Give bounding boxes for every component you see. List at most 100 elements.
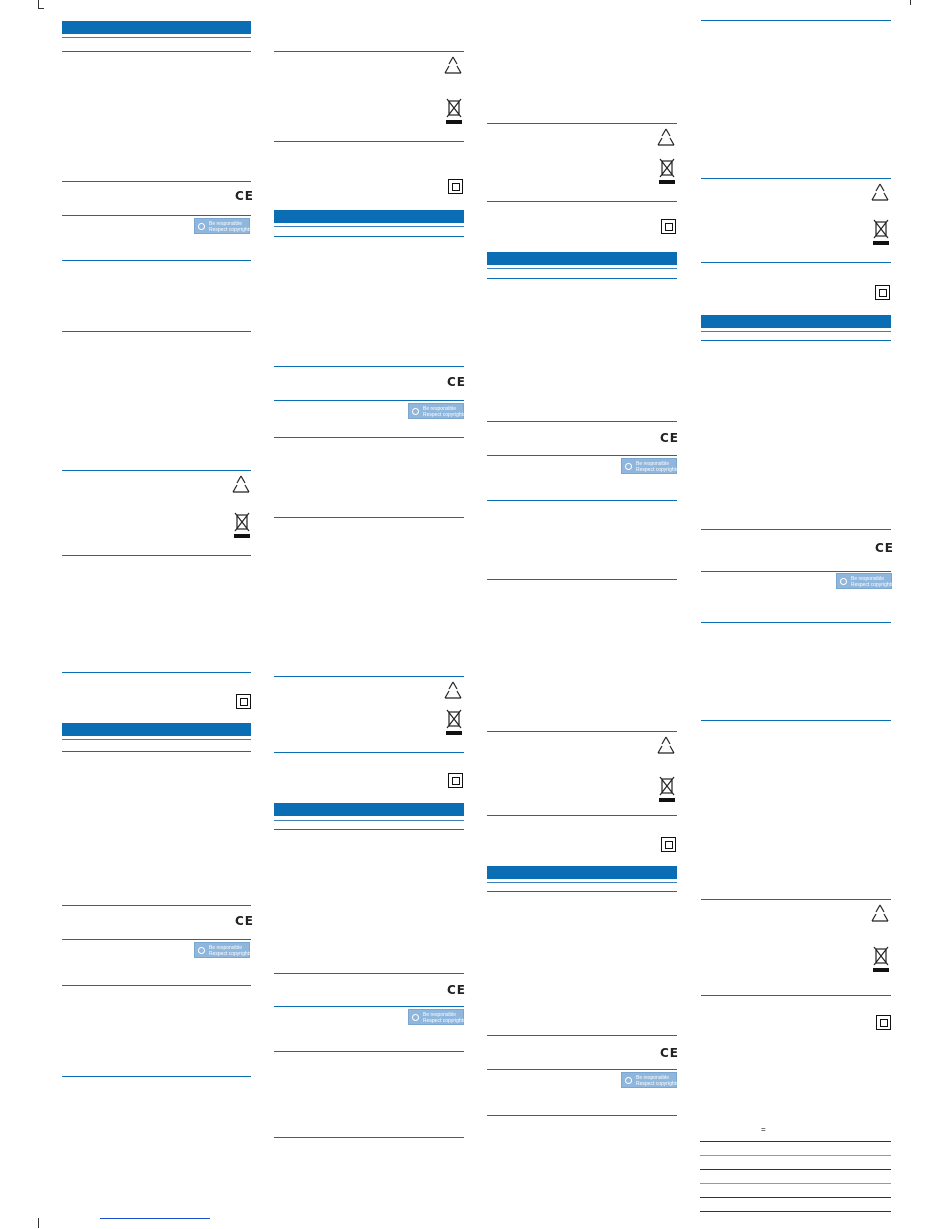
divider	[487, 731, 677, 732]
badge-icon	[198, 947, 205, 954]
crop-mark	[38, 8, 44, 9]
ce-icon: CE	[875, 541, 895, 555]
divider	[274, 973, 464, 974]
divider	[62, 1076, 251, 1077]
divider	[487, 421, 677, 422]
divider	[701, 995, 891, 996]
divider	[274, 1137, 464, 1138]
divider	[487, 882, 677, 883]
divider	[487, 579, 677, 580]
recycle-icon	[444, 681, 462, 699]
weee-bin-icon	[234, 512, 250, 538]
divider	[701, 178, 891, 179]
double-insulation-icon	[661, 219, 676, 234]
badge-line-2: Respect copyrights	[851, 582, 894, 588]
divider	[701, 340, 891, 341]
divider	[62, 739, 251, 740]
weee-bin-icon	[446, 709, 462, 735]
recycle-icon	[232, 475, 250, 493]
column-1: CE Be responsible Respect copyrights CE …	[62, 0, 255, 1229]
divider	[274, 820, 464, 821]
divider	[62, 51, 251, 52]
divider	[701, 720, 891, 721]
divider	[274, 236, 464, 237]
table-rule	[700, 1197, 891, 1198]
divider	[62, 939, 251, 940]
copyright-badge: Be responsible Respect copyrights	[836, 573, 894, 589]
divider	[701, 20, 891, 21]
recycle-icon	[444, 56, 462, 74]
badge-line-1: Be responsible	[423, 406, 457, 412]
copyright-badge: Be responsible Respect copyrights	[408, 403, 466, 419]
badge-line-1: Be responsible	[423, 1012, 457, 1018]
badge-line-2: Respect copyrights	[209, 227, 252, 233]
badge-icon	[840, 578, 847, 585]
divider	[701, 262, 891, 263]
divider	[62, 905, 251, 906]
column-2: CE Be responsible Respect copyrights CE …	[274, 0, 467, 1229]
copyright-badge: Be responsible Respect copyrights	[408, 1009, 466, 1025]
equals-symbol: =	[761, 1125, 766, 1134]
badge-line-1: Be responsible	[209, 221, 243, 227]
badge-line-2: Respect copyrights	[423, 1018, 466, 1024]
divider	[487, 201, 677, 202]
divider	[487, 815, 677, 816]
recycle-icon	[657, 736, 675, 754]
ce-icon: CE	[235, 914, 255, 928]
badge-line-1: Be responsible	[851, 576, 885, 582]
divider	[487, 1035, 677, 1036]
copyright-badge: Be responsible Respect copyrights	[194, 218, 252, 234]
table-rule	[700, 1211, 891, 1212]
double-insulation-icon	[875, 285, 890, 300]
divider	[274, 676, 464, 677]
divider	[487, 268, 677, 269]
weee-bin-icon	[873, 219, 889, 245]
badge-line-1: Be responsible	[636, 1075, 670, 1081]
ce-icon: CE	[447, 983, 467, 997]
divider	[274, 829, 464, 830]
section-header-band	[487, 252, 677, 265]
divider	[62, 331, 251, 332]
crop-mark	[910, 0, 911, 5]
divider	[487, 500, 677, 501]
badge-icon	[412, 408, 419, 415]
column-4: CE Be responsible Respect copyrights	[701, 0, 895, 1229]
badge-line-2: Respect copyrights	[209, 951, 252, 957]
badge-icon	[198, 223, 205, 230]
divider	[274, 226, 464, 227]
divider	[487, 123, 677, 124]
weee-bin-icon	[659, 776, 675, 802]
badge-line-2: Respect copyrights	[423, 412, 466, 418]
section-header-band	[62, 21, 251, 34]
divider	[62, 672, 251, 673]
recycle-icon	[657, 128, 675, 146]
divider	[274, 1051, 464, 1052]
divider	[62, 555, 251, 556]
divider	[274, 752, 464, 753]
divider	[274, 437, 464, 438]
divider	[487, 278, 677, 279]
web-link-underline[interactable]	[100, 1218, 210, 1219]
copyright-badge: Be responsible Respect copyrights	[621, 458, 679, 474]
divider	[701, 899, 891, 900]
copyright-badge: Be responsible Respect copyrights	[621, 1072, 679, 1088]
ce-icon: CE	[660, 431, 680, 445]
crop-mark	[38, 1218, 39, 1228]
table-rule	[700, 1169, 891, 1170]
badge-icon	[625, 1077, 632, 1084]
table-rule	[700, 1141, 891, 1142]
badge-icon	[625, 463, 632, 470]
divider	[62, 470, 251, 471]
weee-bin-icon	[873, 946, 889, 972]
copyright-badge: Be responsible Respect copyrights	[194, 942, 252, 958]
weee-bin-icon	[446, 98, 462, 124]
section-header-band	[701, 315, 891, 328]
badge-line-2: Respect copyrights	[636, 1081, 679, 1087]
recycle-icon	[871, 183, 889, 201]
column-3: CE Be responsible Respect copyrights CE …	[487, 0, 680, 1229]
table-rule	[700, 1183, 891, 1184]
divider	[487, 1069, 677, 1070]
section-header-band	[62, 723, 251, 736]
double-insulation-icon	[876, 1015, 891, 1030]
divider	[62, 751, 251, 752]
